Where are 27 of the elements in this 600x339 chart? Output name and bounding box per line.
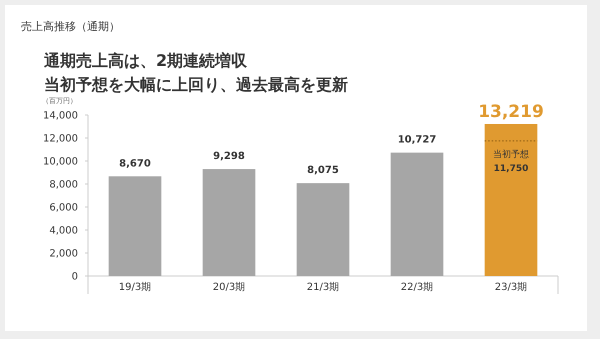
data-label: 13,219 — [478, 102, 544, 122]
y-tick-label: 12,000 — [43, 134, 78, 144]
chart-title: 売上高推移（通期） — [21, 20, 120, 33]
bar — [484, 124, 538, 276]
x-tick-label: 20/3期 — [212, 281, 246, 293]
x-tick-label: 21/3期 — [306, 281, 340, 293]
data-label: 10,727 — [398, 134, 436, 146]
data-label: 9,298 — [213, 151, 245, 162]
y-tick-label: 0 — [72, 272, 78, 282]
y-tick-label: 4,000 — [49, 226, 78, 236]
text: 当初予想を大幅に上回り、過去最高を更新 — [44, 75, 348, 94]
data-label: 8,670 — [119, 158, 151, 170]
y-tick-label: 10,000 — [43, 156, 78, 168]
y-tick-label: 6,000 — [49, 202, 78, 214]
bar — [108, 176, 162, 276]
bar — [296, 183, 350, 276]
bar — [202, 169, 256, 276]
data-label: 8,075 — [307, 165, 339, 176]
y-tick-label: 14,000 — [43, 110, 78, 122]
ref-line-label: 当初予想 11,750 — [493, 148, 529, 174]
y-tick-label: 2,000 — [49, 248, 78, 260]
y-tick-label: 8,000 — [49, 180, 78, 190]
bar — [390, 152, 444, 276]
x-tick-label: 23/3期 — [494, 281, 528, 293]
x-tick-label: 19/3期 — [118, 281, 152, 293]
x-tick-label: 22/3期 — [400, 281, 434, 293]
text: 通期売上高は、2期連続増収 — [43, 51, 248, 70]
